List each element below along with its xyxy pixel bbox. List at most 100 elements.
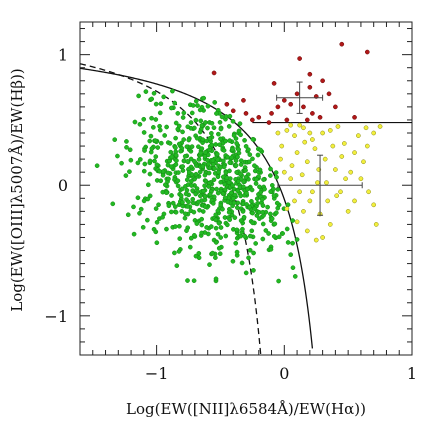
data-point — [312, 146, 318, 152]
data-point — [297, 189, 302, 195]
data-point — [235, 188, 241, 194]
data-point — [188, 156, 194, 162]
data-point — [197, 129, 203, 135]
data-point — [182, 153, 188, 159]
data-point — [214, 111, 219, 116]
data-point — [227, 113, 233, 119]
data-point — [149, 146, 155, 152]
data-point — [243, 174, 249, 180]
data-point — [172, 100, 178, 106]
data-point — [218, 179, 224, 185]
data-point — [162, 133, 168, 138]
data-point — [157, 123, 162, 129]
data-point — [151, 124, 156, 130]
data-point — [327, 128, 333, 133]
data-point — [202, 172, 208, 178]
data-point — [256, 114, 262, 120]
data-point — [246, 159, 252, 165]
data-point — [141, 168, 147, 174]
data-point — [235, 179, 241, 184]
data-point — [252, 163, 257, 169]
data-point — [304, 228, 310, 234]
data-point — [131, 231, 137, 237]
data-point — [253, 241, 259, 246]
data-point — [221, 158, 226, 164]
data-point — [211, 70, 217, 76]
data-point — [294, 150, 300, 155]
data-point — [268, 173, 273, 178]
data-point — [168, 149, 174, 155]
data-point — [281, 98, 287, 103]
data-point — [188, 235, 194, 241]
data-point — [125, 212, 131, 218]
data-point — [189, 178, 194, 184]
data-point — [141, 198, 147, 204]
data-point — [179, 209, 185, 214]
data-point — [152, 138, 158, 143]
data-point — [175, 178, 181, 184]
data-point — [173, 120, 179, 126]
data-point — [166, 176, 171, 182]
data-point — [175, 183, 181, 189]
data-point — [234, 249, 240, 255]
data-point — [169, 193, 174, 198]
data-point — [222, 187, 228, 192]
data-point — [206, 184, 212, 189]
data-point — [297, 56, 302, 61]
data-point — [189, 110, 195, 116]
data-point — [140, 224, 146, 230]
data-point — [174, 158, 179, 163]
data-point — [147, 171, 153, 177]
data-point — [210, 201, 216, 206]
data-point — [180, 115, 186, 120]
data-point — [214, 151, 220, 157]
data-point — [288, 101, 294, 107]
data-point — [138, 206, 144, 212]
data-point — [234, 227, 240, 233]
data-point — [153, 101, 159, 107]
data-point — [241, 179, 247, 185]
data-point — [241, 184, 246, 190]
data-point — [279, 143, 285, 149]
data-point — [183, 211, 188, 217]
data-point — [268, 211, 273, 217]
data-point — [110, 201, 116, 207]
data-point — [200, 137, 206, 143]
data-point — [235, 154, 240, 160]
data-point — [364, 49, 370, 55]
data-point — [222, 195, 228, 201]
data-point — [284, 226, 290, 232]
data-point — [234, 140, 239, 146]
data-point — [223, 233, 229, 239]
data-point — [235, 205, 240, 210]
data-point — [188, 148, 194, 154]
data-point — [275, 205, 281, 211]
data-point — [339, 154, 345, 159]
data-point — [137, 121, 143, 127]
data-point — [196, 199, 201, 205]
data-point — [147, 158, 153, 164]
data-point — [177, 236, 183, 241]
data-point — [199, 230, 204, 236]
data-point — [164, 124, 169, 130]
data-point — [232, 215, 238, 220]
data-point — [147, 138, 153, 144]
data-point — [258, 189, 264, 195]
data-point — [173, 224, 178, 229]
data-point — [191, 278, 197, 284]
data-point — [236, 147, 241, 152]
data-point — [266, 120, 272, 125]
data-point — [193, 171, 199, 177]
data-point — [145, 182, 151, 188]
data-point — [292, 133, 297, 138]
data-point — [191, 232, 197, 238]
data-point — [190, 103, 196, 108]
data-point — [186, 199, 191, 205]
data-point — [191, 158, 197, 164]
data-point — [207, 192, 213, 197]
data-point — [224, 175, 230, 181]
data-point — [173, 152, 179, 158]
data-point — [185, 204, 191, 209]
x-tick-label: 1 — [407, 364, 417, 383]
data-point — [205, 161, 211, 167]
